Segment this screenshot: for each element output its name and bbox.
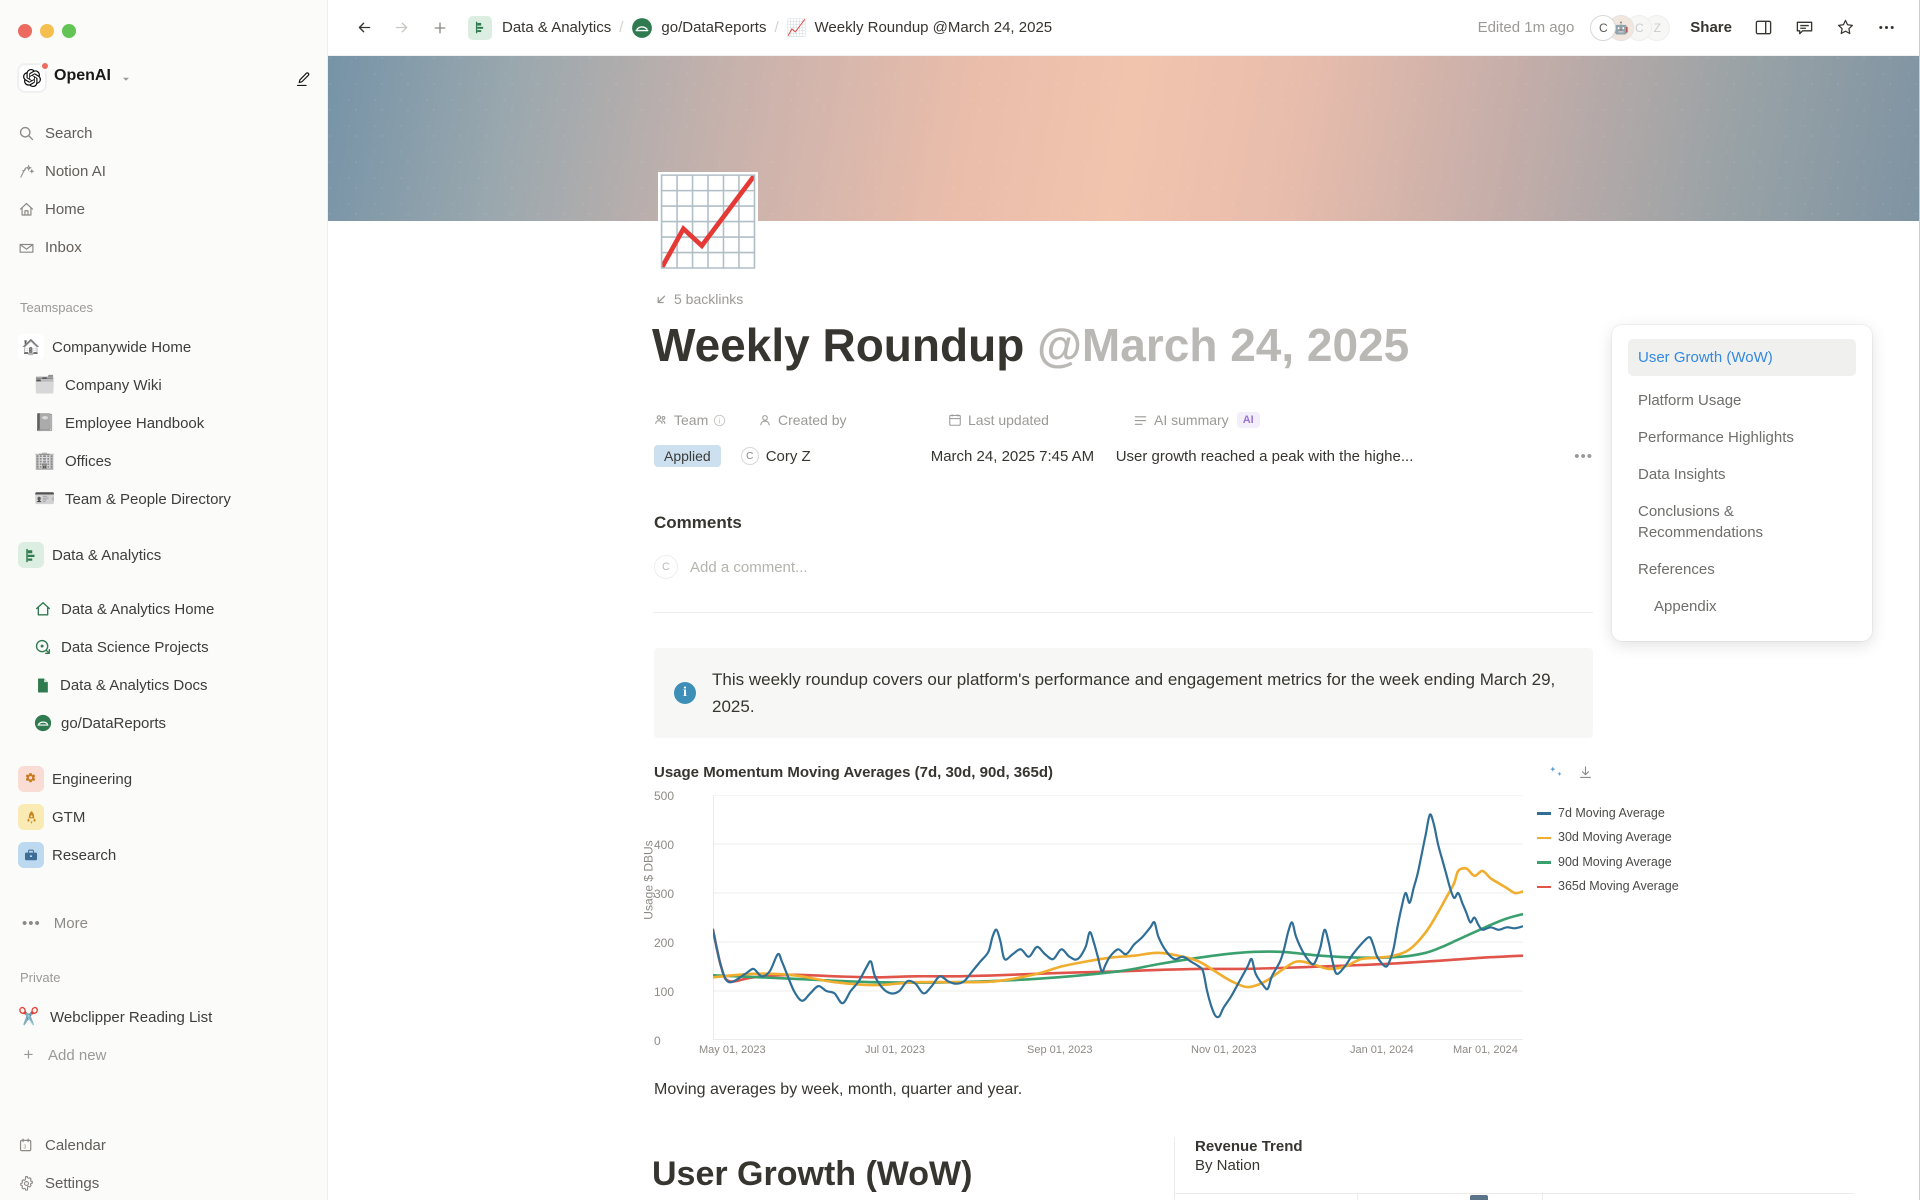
svg-text:3: 3 [23, 1144, 26, 1150]
